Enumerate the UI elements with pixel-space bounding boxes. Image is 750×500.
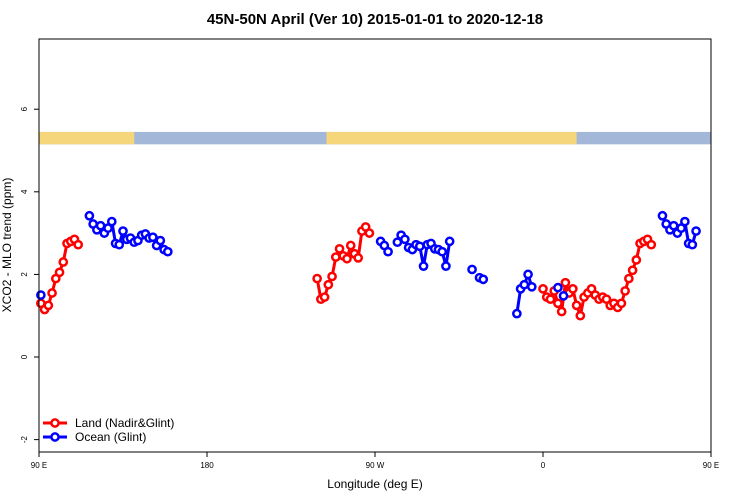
series-line: [315, 225, 371, 301]
land-band: [39, 131, 135, 145]
data-point: [73, 239, 84, 250]
data-point: [327, 271, 337, 282]
data-point: [512, 308, 522, 319]
data-point: [114, 239, 125, 250]
plot-frame: [38, 38, 712, 453]
data-point: [558, 291, 569, 301]
chart-title: 45N-50N April (Ver 10) 2015-01-01 to 202…: [207, 11, 543, 28]
data-point: [319, 292, 330, 302]
data-point: [118, 226, 128, 236]
data-point: [680, 216, 690, 227]
data-point: [155, 235, 166, 246]
land-band: [326, 131, 577, 145]
data-point: [538, 284, 548, 294]
data-point: [95, 220, 106, 231]
y-tick-label: 4: [20, 189, 29, 194]
legend-swatch-marker: [50, 418, 60, 428]
data-point: [43, 300, 54, 311]
data-point: [467, 264, 477, 275]
y-tick-label: -2: [20, 436, 29, 444]
data-point: [342, 253, 352, 264]
data-point: [353, 253, 364, 263]
data-point: [383, 246, 393, 257]
data-point: [631, 255, 642, 265]
data-point: [400, 234, 410, 245]
data-point: [624, 273, 634, 284]
data-point: [526, 281, 537, 292]
data-point: [657, 210, 668, 221]
data-point: [553, 298, 563, 309]
data-point: [553, 282, 563, 293]
data-point: [148, 232, 158, 243]
data-point: [312, 273, 322, 284]
data-point: [84, 210, 95, 221]
x-tick-label: 90 E: [31, 461, 47, 470]
x-axis: 90 E 180 90 W 0 90 E: [31, 452, 719, 470]
data-point: [568, 284, 578, 294]
legend-label: Ocean (Glint): [75, 430, 146, 444]
data-point: [627, 265, 638, 276]
data-point: [575, 310, 586, 321]
data-point: [478, 274, 489, 285]
x-axis-label: Longitude (deg E): [327, 477, 422, 491]
data-point: [36, 290, 46, 300]
data-point: [556, 306, 567, 317]
legend-swatch-marker: [50, 432, 60, 442]
data-point: [560, 277, 571, 288]
data-point: [323, 279, 334, 290]
data-point: [687, 239, 698, 250]
data-point: [334, 243, 345, 254]
data-point: [571, 300, 582, 311]
data-point: [523, 269, 533, 280]
data-point: [364, 228, 375, 238]
data-point: [519, 279, 530, 290]
legend-label: Land (Nadir&Glint): [75, 416, 174, 430]
data-point: [418, 261, 429, 271]
data-point: [668, 220, 679, 231]
data-point: [441, 261, 451, 271]
land-ocean-mask: [39, 131, 711, 145]
data-point: [414, 241, 425, 252]
data-point: [444, 236, 455, 247]
y-tick-label: 2: [20, 272, 29, 277]
data-point: [106, 216, 117, 227]
data-point: [646, 239, 657, 250]
y-tick-label: 0: [20, 354, 29, 359]
series-layer: [36, 210, 701, 321]
y-axis: -2 0 2 4 6: [20, 106, 39, 443]
x-tick-label: 0: [541, 461, 546, 470]
x-tick-label: 90 W: [366, 461, 385, 470]
data-point: [162, 246, 173, 257]
data-point: [58, 257, 69, 267]
data-point: [545, 294, 556, 305]
x-tick-label: 90 E: [703, 461, 719, 470]
series-ocean-glint: [36, 210, 701, 319]
data-point: [345, 240, 356, 251]
data-point: [691, 226, 701, 236]
data-point: [54, 267, 65, 278]
y-tick-label: 6: [20, 106, 29, 111]
legend: Land (Nadir&Glint)Ocean (Glint): [43, 416, 174, 444]
data-point: [330, 252, 341, 262]
data-point: [620, 286, 630, 296]
x-tick-label: 180: [200, 461, 214, 470]
series-land-nadir-glint: [36, 222, 657, 321]
data-point: [47, 288, 57, 298]
y-axis-label: XCO2 - MLO trend (ppm): [0, 178, 14, 313]
data-point: [616, 298, 627, 309]
data-point: [437, 246, 448, 257]
